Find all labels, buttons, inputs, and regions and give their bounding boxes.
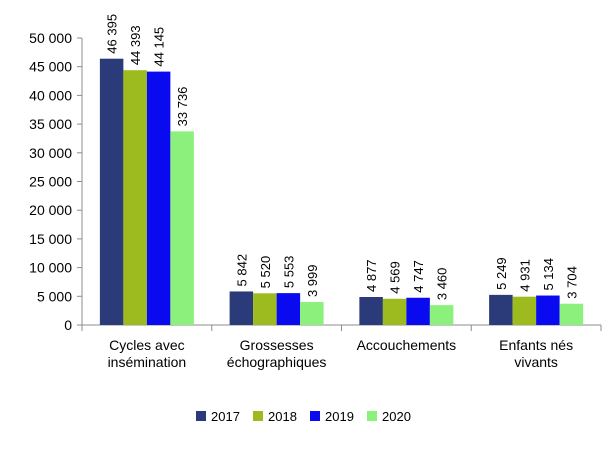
category-label: insémination (108, 354, 187, 370)
bar-2019-0 (146, 71, 171, 325)
bar-2017-3 (489, 294, 513, 325)
legend-swatch-2019 (310, 411, 320, 421)
y-tick-label: 35 000 (29, 116, 72, 132)
bar-2020-3 (559, 303, 584, 325)
legend: 2017 2018 2019 2020 (196, 409, 411, 424)
bar-2020-1 (300, 302, 324, 325)
y-tick-label: 30 000 (29, 145, 72, 161)
legend-swatch-2017 (196, 411, 206, 421)
y-tick-label: 25 000 (29, 174, 72, 190)
data-label-2020-3: 3 704 (564, 266, 579, 299)
data-label-2018-0: 44 393 (128, 25, 143, 65)
bar-2019-3 (536, 295, 560, 325)
legend-label-2019: 2019 (325, 409, 354, 424)
category-label: Cycles avec (109, 337, 184, 353)
bar-2017-0 (99, 58, 124, 326)
data-label-2020-0: 33 736 (175, 87, 190, 127)
bar-2019-1 (276, 293, 301, 325)
data-label-2018-2: 4 569 (388, 261, 403, 294)
category-label: Enfants nés (499, 337, 573, 353)
y-tick-label: 45 000 (29, 59, 72, 75)
data-label-2017-2: 4 877 (364, 259, 379, 292)
category-label: vivants (514, 354, 558, 370)
legend-swatch-2018 (253, 411, 263, 421)
y-tick-label: 10 000 (29, 260, 72, 276)
data-label-2019-0: 44 145 (152, 27, 167, 67)
category-label: échographiques (227, 354, 327, 370)
y-tick-label: 0 (64, 317, 72, 333)
data-labels-group: 46 395 5 842 4 877 5 249 44 393 5 520 4 569 4 9… (105, 14, 580, 300)
data-label-2020-1: 3 999 (305, 264, 320, 297)
data-label-2019-1: 5 553 (281, 256, 296, 289)
bars-group (99, 58, 584, 326)
bar-2017-1 (229, 291, 254, 325)
data-label-2018-3: 4 931 (517, 259, 532, 292)
bar-2017-2 (359, 297, 383, 325)
bar-2018-2 (382, 298, 407, 325)
y-axis: 0 5 000 10 000 15 000 20 000 25 000 30 000 35 0… (29, 30, 83, 333)
bar-2018-0 (123, 70, 147, 326)
bar-2020-0 (170, 131, 194, 325)
bar-2018-3 (512, 296, 537, 325)
legend-label-2017: 2017 (211, 409, 240, 424)
y-tick-label: 15 000 (29, 231, 72, 247)
y-tick-label: 40 000 (29, 87, 72, 103)
category-label: Grossesses (240, 337, 314, 353)
y-tick-label: 5 000 (37, 288, 72, 304)
data-label-2019-3: 5 134 (541, 258, 556, 291)
bar-2018-1 (253, 293, 277, 325)
y-tick-label: 20 000 (29, 202, 72, 218)
category-label: Accouchements (357, 337, 457, 353)
data-label-2019-2: 4 747 (411, 260, 426, 293)
data-label-2017-1: 5 842 (234, 254, 249, 287)
legend-label-2018: 2018 (268, 409, 297, 424)
legend-swatch-2020 (367, 411, 377, 421)
data-label-2017-3: 5 249 (494, 257, 509, 290)
y-tick-label: 50 000 (29, 30, 72, 46)
legend-label-2020: 2020 (382, 409, 411, 424)
data-label-2018-1: 5 520 (258, 256, 273, 289)
bar-2019-2 (406, 297, 430, 325)
bar-2020-2 (429, 305, 454, 325)
x-axis (81, 324, 602, 331)
data-label-2020-2: 3 460 (435, 268, 450, 301)
data-label-2017-0: 46 395 (105, 14, 120, 54)
